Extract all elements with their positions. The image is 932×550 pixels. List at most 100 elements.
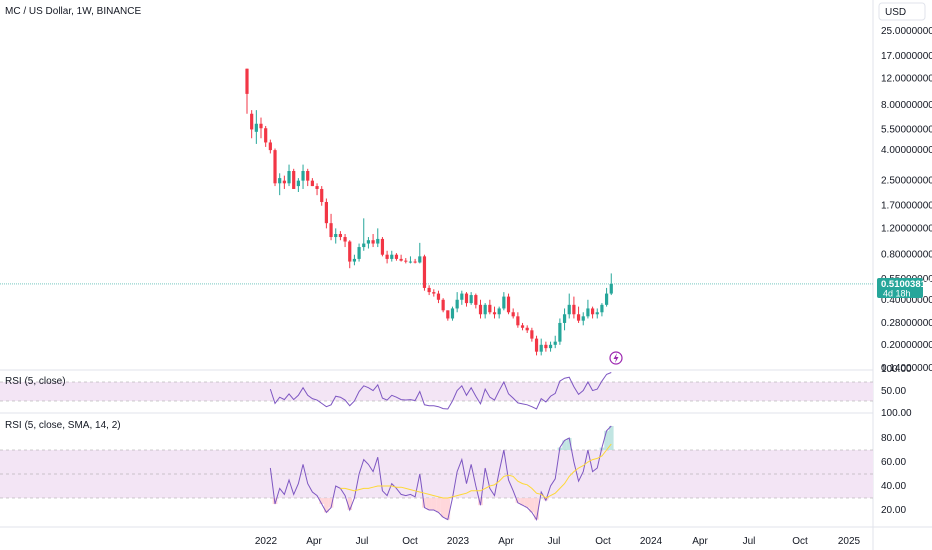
candle-body [446, 310, 450, 319]
candle-body [455, 299, 459, 309]
time-tick: Oct [792, 536, 808, 547]
candle-body [436, 293, 441, 300]
oversold-fill [520, 498, 525, 506]
rsi-sma-tick: 40.00 [881, 481, 906, 492]
price-tick: 2.50000000 [881, 176, 932, 187]
rsi-axis-ticks: 100.00 50.00 [881, 364, 912, 397]
candle-body [534, 338, 539, 352]
candlestick-series [245, 68, 613, 356]
time-tick: 2023 [447, 536, 470, 547]
oversold-fill [324, 498, 329, 513]
oversold-fill [524, 498, 530, 508]
rsi-sma-tick: 100.00 [881, 408, 912, 419]
candle-body [338, 234, 342, 238]
time-tick: Oct [402, 536, 418, 547]
candle-body [264, 128, 268, 143]
candle-body [548, 344, 553, 349]
candle-body [315, 186, 319, 189]
candle-body [553, 341, 557, 345]
overbought-fill [566, 438, 572, 450]
rsi-sma-line [340, 443, 612, 499]
candle-body [404, 260, 408, 262]
candle-body [352, 258, 357, 262]
candle-body [516, 316, 520, 326]
oversold-fill [431, 498, 437, 510]
oversold-fill [422, 498, 427, 508]
price-tick: 12.00000000 [881, 74, 932, 85]
rsi-pane-series [269, 372, 612, 410]
time-tick: 2024 [640, 536, 663, 547]
candle-body [380, 238, 385, 255]
candle-body [320, 188, 324, 203]
time-tick: 2025 [838, 536, 861, 547]
time-tick: Oct [595, 536, 611, 547]
candle-body [329, 223, 333, 238]
candle-body [334, 234, 338, 238]
price-tick: 1.20000000 [881, 223, 932, 234]
rsi-tick: 50.00 [881, 386, 906, 397]
rsi-pane-title[interactable]: RSI (5, close) [5, 376, 66, 387]
price-tick: 4.00000000 [881, 145, 932, 156]
oversold-fill [436, 498, 441, 513]
candle-body [502, 296, 506, 309]
candle-body [558, 322, 562, 342]
price-tick: 17.00000000 [881, 51, 932, 62]
rsi-line [269, 425, 612, 521]
candle-body [259, 123, 263, 129]
candle-body [394, 254, 399, 259]
currency-button-label[interactable]: USD [885, 7, 906, 18]
oversold-fill [328, 498, 334, 508]
candle-body [390, 254, 394, 259]
candle-body [250, 113, 254, 130]
price-tick: 0.40000000 [881, 295, 932, 306]
candle-body [544, 344, 548, 349]
candle-body [530, 330, 534, 339]
candle-body [450, 308, 455, 319]
candle-body [595, 312, 599, 315]
candle-body [567, 304, 571, 315]
rsi-sma-tick: 20.00 [881, 505, 906, 516]
candle-body [348, 241, 352, 262]
oversold-fill [426, 498, 432, 510]
candle-body [464, 293, 469, 304]
time-tick: 2022 [255, 536, 278, 547]
candle-body [586, 308, 590, 317]
candle-body [497, 308, 501, 315]
candle-body [413, 261, 417, 263]
candle-body [366, 240, 371, 244]
price-tick: 0.20000000 [881, 340, 932, 351]
candle-body [600, 304, 604, 313]
candle-body [371, 240, 375, 244]
currency-button[interactable] [878, 2, 926, 21]
candle-body [460, 293, 464, 300]
candle-body [268, 142, 272, 151]
candle-body [273, 150, 277, 184]
candle-body [385, 254, 389, 259]
rsi-band [0, 382, 873, 401]
candle-body [427, 287, 431, 293]
candle-body [432, 292, 436, 294]
price-tick: 1.70000000 [881, 201, 932, 212]
oversold-fill [529, 498, 535, 513]
candle-body [539, 344, 543, 352]
current-price-badge [877, 277, 923, 298]
price-tick: 0.28000000 [881, 318, 932, 329]
overbought-fill [604, 430, 609, 450]
overbought-fill [608, 426, 614, 450]
symbol-title[interactable]: MC / US Dollar, 1W, BINANCE [5, 6, 141, 17]
candle-body [310, 180, 314, 187]
price-tick: 0.80000000 [881, 250, 932, 261]
time-tick: Jul [548, 536, 561, 547]
price-tick: 0.14000000 [881, 363, 932, 374]
candle-body [576, 314, 581, 321]
candle-body [418, 256, 422, 263]
candle-body [292, 171, 296, 189]
candle-body [441, 299, 445, 311]
oversold-fill [534, 498, 539, 520]
lightning-icon[interactable] [609, 351, 623, 365]
rsi-sma-pane-title[interactable]: RSI (5, close, SMA, 14, 2) [5, 420, 121, 431]
candle-body [254, 123, 258, 132]
candle-body [301, 171, 305, 181]
oversold-fill [445, 498, 451, 520]
